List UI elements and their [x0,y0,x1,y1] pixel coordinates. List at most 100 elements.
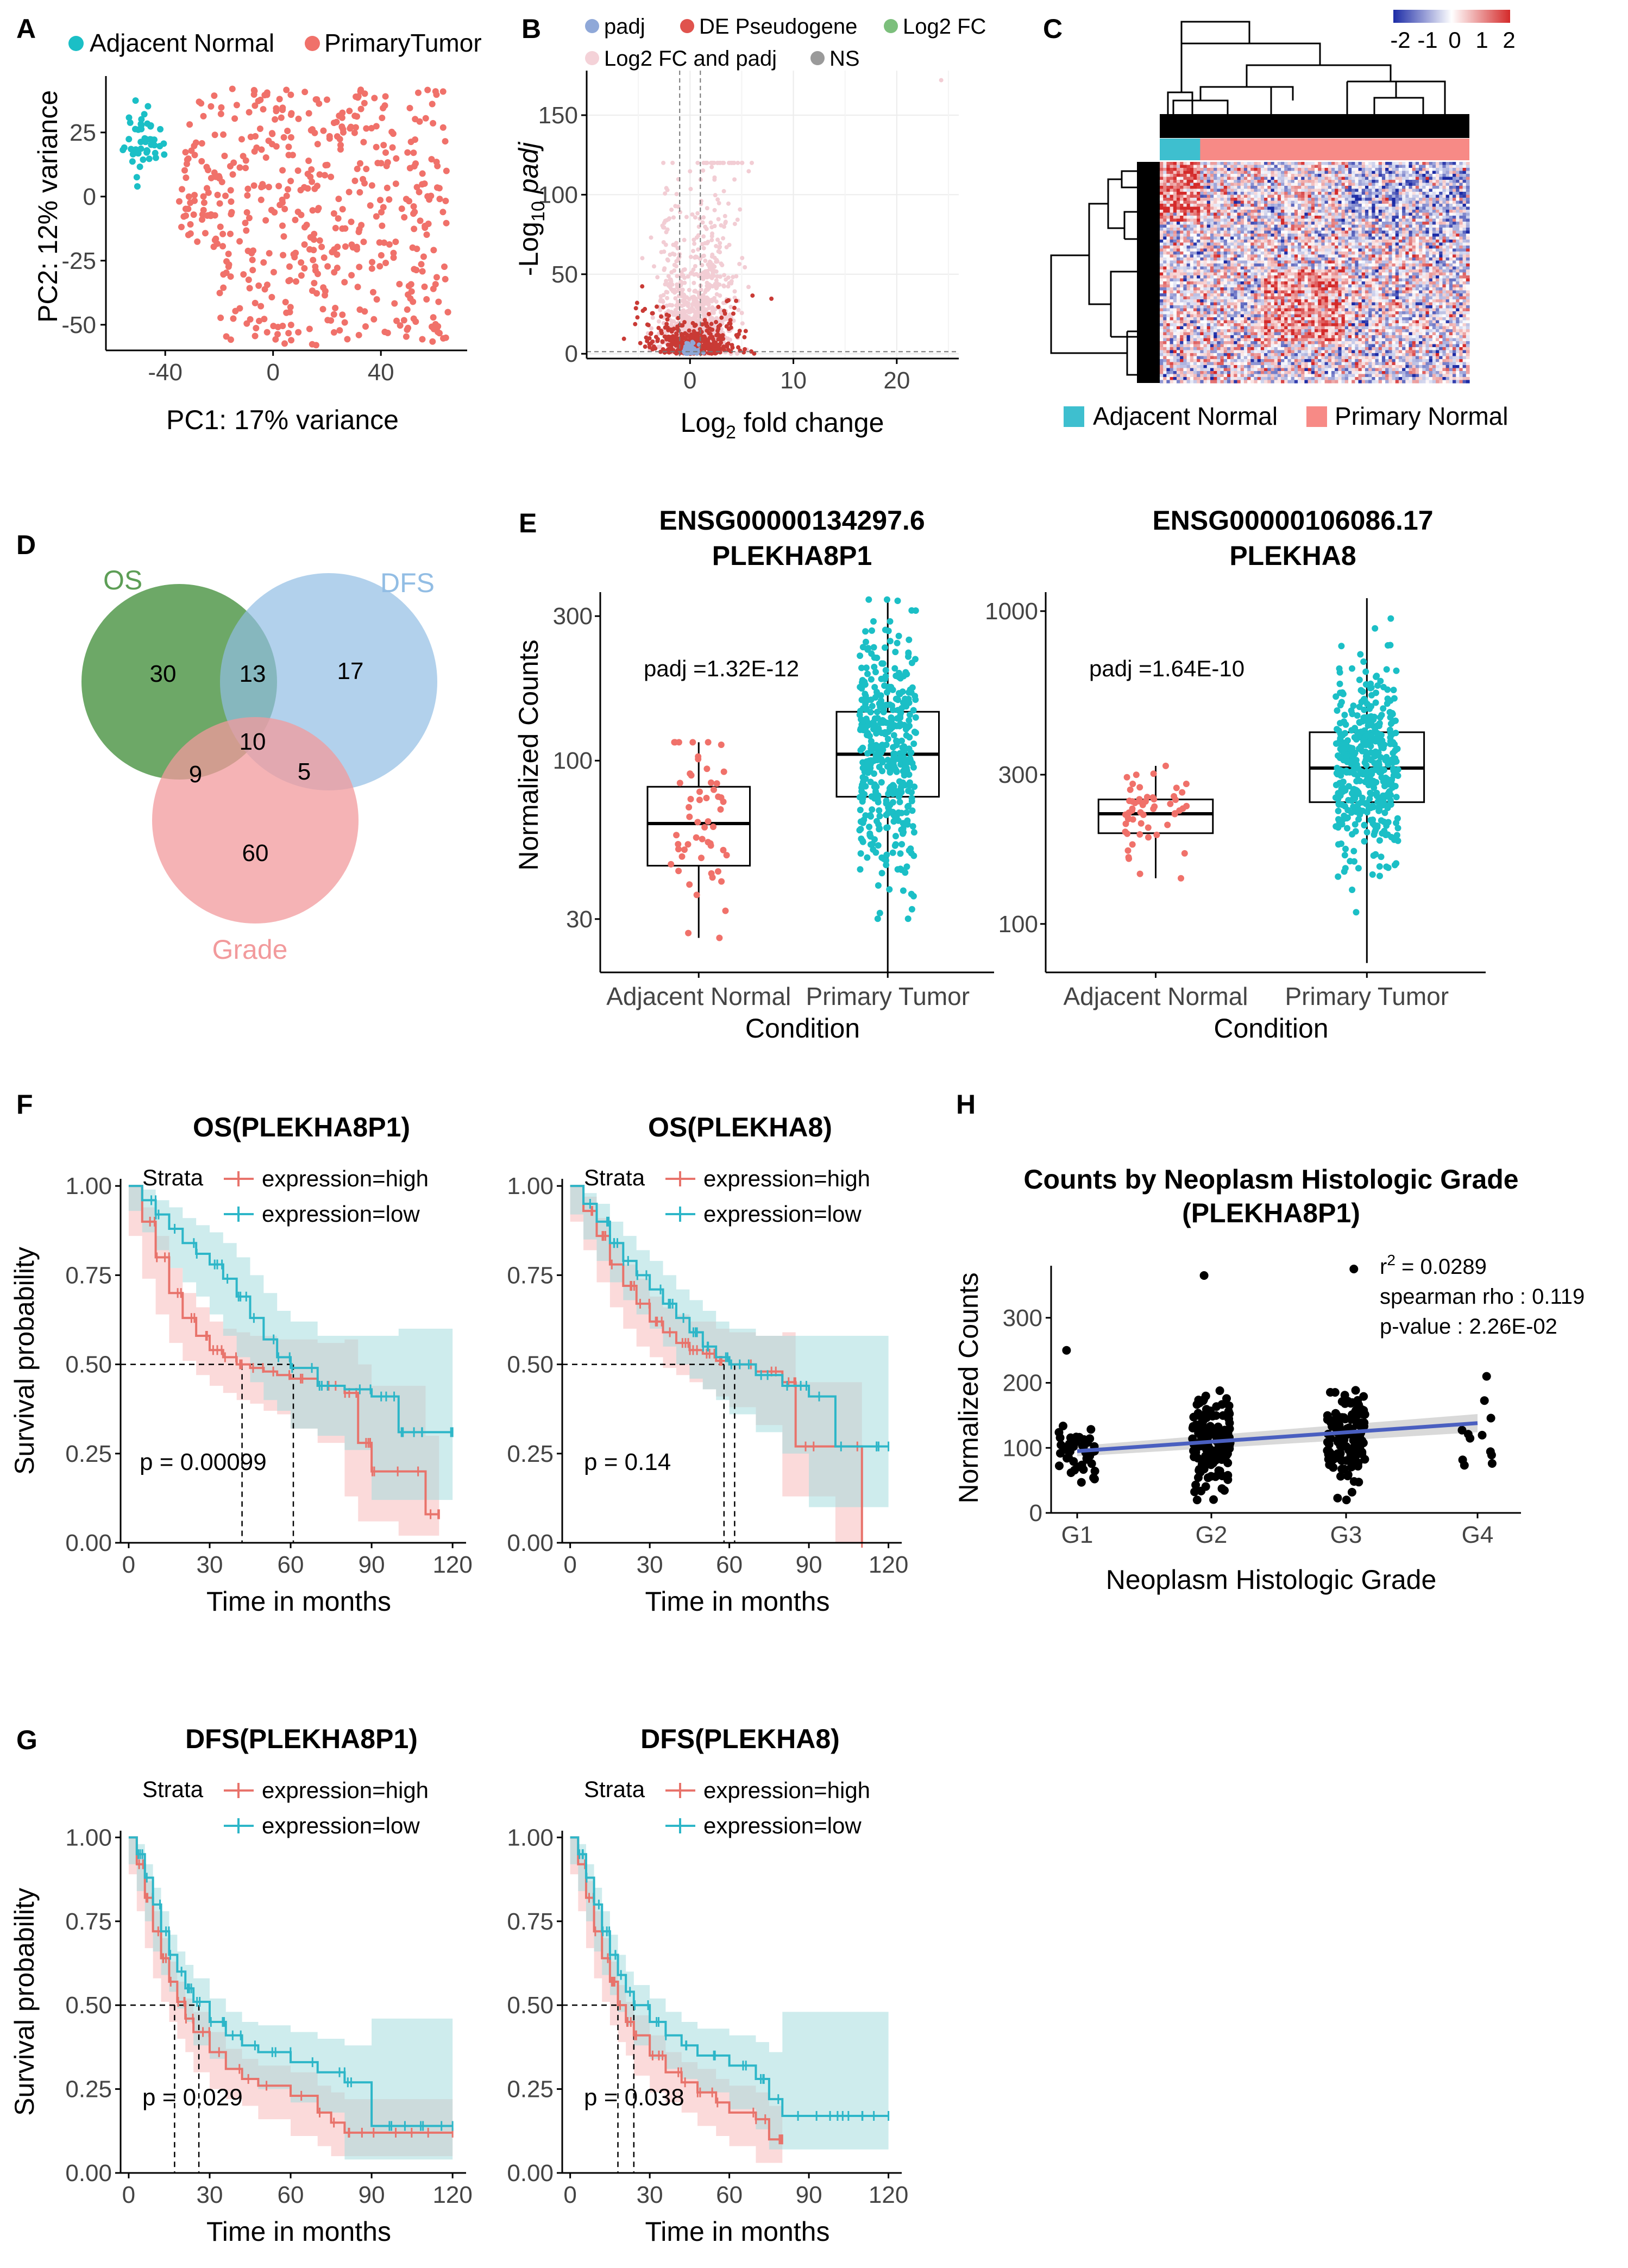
heatmap-cell [1415,246,1419,249]
heatmap-cell [1459,186,1463,190]
heatmap-cell [1344,162,1349,166]
heatmap-cell [1442,180,1447,184]
heatmap-cell [1445,222,1450,225]
heatmap-cell [1301,180,1305,184]
heatmap-cell [1163,240,1167,243]
heatmap-cell [1186,165,1191,168]
point-padj [687,350,692,355]
heatmap-cell [1348,165,1352,168]
point-log2fc-padj [727,281,732,286]
heatmap-cell [1381,165,1386,168]
heatmap-cell [1277,248,1281,252]
heatmap-cell [1206,234,1211,237]
heatmap-cell [1355,198,1359,202]
heatmap-cell [1311,168,1315,172]
heatmap-cell [1210,212,1214,216]
heatmap-cell [1176,242,1180,246]
point-primary-tumor [316,237,323,244]
heatmap-cell [1284,254,1288,258]
heatmap-cell [1372,174,1376,178]
point-primary-tumor [348,272,355,279]
heatmap-cell [1247,192,1251,196]
heatmap-cell [1365,183,1369,186]
heatmap-cell [1166,224,1171,228]
heatmap-cell [1355,180,1359,184]
heatmap-cell [1243,212,1248,216]
heatmap-cell [1274,186,1278,190]
heatmap-cell [1193,200,1197,204]
heatmap-cell [1453,234,1456,237]
heatmap-cell [1277,240,1281,243]
point-de-pseudogene [659,314,664,319]
heatmap-cell [1368,177,1372,180]
heatmap-cell [1466,254,1470,258]
heatmap-cell [1328,198,1332,202]
point-adjacent-normal [141,111,148,118]
heatmap-cell [1294,186,1298,190]
point-primary-tumor [410,149,417,156]
heatmap-cell [1203,168,1208,172]
point-de-pseudogene [726,298,731,303]
heatmap-cell [1361,248,1366,252]
heatmap-cell [1352,248,1355,252]
heatmap-cell [1338,194,1342,198]
heatmap-cell [1335,174,1338,178]
heatmap-cell [1429,165,1433,168]
heatmap-cell [1341,242,1346,246]
heatmap-cell [1318,254,1322,258]
legend-label: Log2 FC and padj [604,47,777,71]
heatmap-cell [1298,192,1302,196]
heatmap-cell [1449,162,1453,166]
heatmap-cell [1385,200,1389,204]
point-log2fc-padj [725,336,730,341]
heatmap-cell [1456,230,1460,234]
heatmap-cell [1419,189,1423,192]
heatmap-cell [1240,228,1244,231]
heatmap-cell [1240,165,1244,168]
heatmap-cell [1234,218,1238,222]
heatmap-cell [1398,216,1403,219]
heatmap-cell [1160,180,1164,184]
heatmap-cell [1415,204,1419,208]
heatmap-cell [1176,218,1180,222]
heatmap-cell [1328,180,1332,184]
heatmap-cell [1361,216,1366,219]
heatmap-cell [1220,240,1224,243]
point-log2fc-padj [710,305,715,310]
heatmap-cell [1264,162,1268,166]
heatmap-cell [1166,204,1171,208]
heatmap-cell [1398,162,1403,166]
heatmap-cell [1173,218,1177,222]
heatmap-cell [1206,246,1211,249]
heatmap-cell [1294,234,1298,237]
point-primary-tumor [442,275,449,282]
heatmap-cell [1385,198,1389,202]
heatmap-cell [1439,186,1443,190]
heatmap-cell [1281,210,1285,213]
point-log2fc-padj [665,258,670,263]
heatmap-cell [1439,183,1443,186]
heatmap-cell [1372,168,1376,172]
heatmap-cell [1254,204,1258,208]
point-primary-tumor [258,146,265,153]
point-primary-tumor [439,124,447,131]
heatmap-cell [1291,186,1295,190]
heatmap-cell [1210,254,1214,258]
heatmap-cell [1388,180,1393,184]
heatmap-cell [1335,180,1338,184]
point-primary-tumor [305,110,312,117]
heatmap-cell [1462,194,1467,198]
heatmap-cell [1466,210,1470,213]
heatmap-cell [1287,200,1292,204]
heatmap-cell [1355,224,1359,228]
heatmap-cell [1291,230,1295,234]
heatmap-cell [1385,180,1389,184]
heatmap-cell [1398,222,1403,225]
heatmap-cell [1432,246,1436,249]
heatmap-cell [1264,177,1268,180]
heatmap-cell [1183,171,1187,174]
heatmap-cell [1176,162,1180,166]
heatmap-cell [1358,180,1362,184]
heatmap-cell [1301,236,1305,240]
point-log2fc-padj [718,241,722,246]
